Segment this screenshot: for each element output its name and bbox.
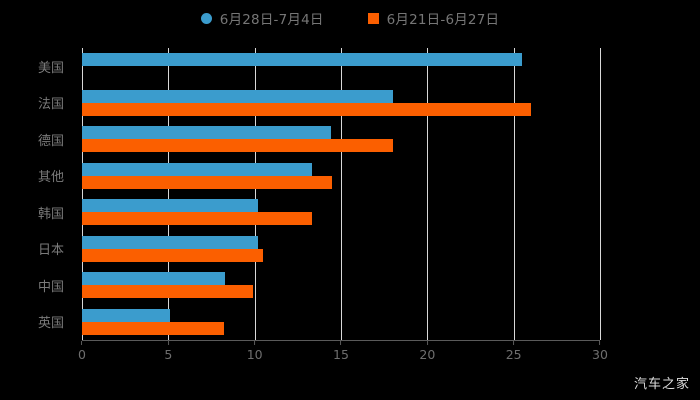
bar-slot — [82, 102, 600, 116]
x-tick-0: 0 — [78, 341, 86, 362]
x-tick-label: 10 — [246, 347, 263, 362]
x-tick-label: 20 — [419, 347, 436, 362]
bar-orange-韩国[interactable] — [82, 212, 312, 226]
bar-blue-其他[interactable] — [82, 162, 312, 176]
bar-slot — [82, 235, 600, 249]
plot-area — [82, 48, 601, 340]
x-tick-mark — [167, 341, 169, 345]
legend-label-series-2: 6月21日-6月27日 — [386, 12, 500, 28]
bar-row — [82, 158, 600, 195]
x-tick-5: 5 — [164, 341, 172, 362]
y-axis-label-7: 英国 — [37, 316, 64, 332]
bar-row — [82, 194, 600, 231]
bar-blue-美国[interactable] — [82, 53, 523, 67]
bar-slot — [82, 285, 600, 299]
watermark: 汽车之家 — [633, 377, 690, 392]
x-tick-label: 30 — [592, 347, 608, 362]
bar-blue-法国[interactable] — [82, 89, 393, 103]
x-tick-30: 30 — [592, 341, 608, 362]
y-axis-label-1: 法国 — [37, 97, 64, 113]
bar-slot — [82, 162, 600, 176]
x-tick-mark — [599, 341, 601, 345]
legend-swatch-blue-icon — [200, 12, 212, 24]
bar-row — [82, 85, 600, 122]
legend-entry-series-1[interactable]: 6月28日-7月4日 — [200, 8, 324, 28]
bar-slot — [82, 53, 600, 67]
bar-rows — [82, 48, 600, 340]
x-tick-mark — [340, 341, 342, 345]
legend-swatch-orange-icon — [367, 12, 379, 24]
bar-slot — [82, 199, 600, 213]
bar-slot — [82, 308, 600, 322]
legend-entry-series-2[interactable]: 6月21日-6月27日 — [367, 8, 500, 28]
y-axis-label-4: 韩国 — [37, 206, 64, 222]
bar-orange-其他[interactable] — [82, 175, 333, 189]
x-tick-10: 10 — [247, 341, 263, 362]
chart-legend: 6月28日-7月4日 6月21日-6月27日 — [0, 8, 700, 28]
bar-slot — [82, 248, 600, 262]
gridline-30 — [600, 48, 601, 340]
x-tick-mark — [513, 341, 515, 345]
bar-slot — [82, 175, 600, 189]
y-axis-labels: 美国法国德国其他韩国日本中国英国 — [0, 48, 74, 340]
bar-slot — [82, 139, 600, 153]
x-tick-label: 0 — [78, 347, 86, 362]
x-axis-line — [82, 340, 600, 341]
bar-blue-中国[interactable] — [82, 272, 226, 286]
bar-slot — [82, 272, 600, 286]
x-axis-ticks: 0 5 10 15 20 25 30 — [78, 341, 608, 362]
x-tick-mark — [81, 341, 83, 345]
y-axis-label-6: 中国 — [37, 279, 64, 295]
bar-row — [82, 304, 600, 341]
y-axis-label-0: 美国 — [37, 60, 64, 76]
bar-slot — [82, 89, 600, 103]
bar-row — [82, 267, 600, 304]
bar-row — [82, 121, 600, 158]
bar-orange-德国[interactable] — [82, 139, 393, 153]
bar-orange-法国[interactable] — [82, 102, 531, 116]
bar-blue-德国[interactable] — [82, 126, 331, 140]
x-tick-label: 15 — [333, 347, 349, 362]
x-tick-20: 20 — [419, 341, 435, 362]
x-tick-mark — [426, 341, 428, 345]
x-tick-label: 25 — [505, 347, 522, 362]
legend-label-series-1: 6月28日-7月4日 — [219, 12, 324, 28]
bar-row — [82, 48, 600, 85]
bar-blue-韩国[interactable] — [82, 199, 259, 213]
x-tick-25: 25 — [506, 341, 522, 362]
x-tick-mark — [254, 341, 256, 345]
bar-blue-日本[interactable] — [82, 235, 259, 249]
bar-slot — [82, 126, 600, 140]
bar-orange-日本[interactable] — [82, 248, 264, 262]
y-axis-label-2: 德国 — [37, 133, 64, 149]
bar-row — [82, 231, 600, 268]
y-axis-label-5: 日本 — [37, 243, 64, 259]
bar-blue-英国[interactable] — [82, 308, 171, 322]
y-axis-label-3: 其他 — [37, 170, 64, 186]
bar-orange-英国[interactable] — [82, 321, 224, 335]
x-tick-label: 5 — [164, 347, 173, 362]
bar-slot — [82, 212, 600, 226]
bar-orange-中国[interactable] — [82, 285, 253, 299]
x-tick-15: 15 — [333, 341, 349, 362]
bar-slot — [82, 321, 600, 335]
bar-slot — [82, 66, 600, 79]
